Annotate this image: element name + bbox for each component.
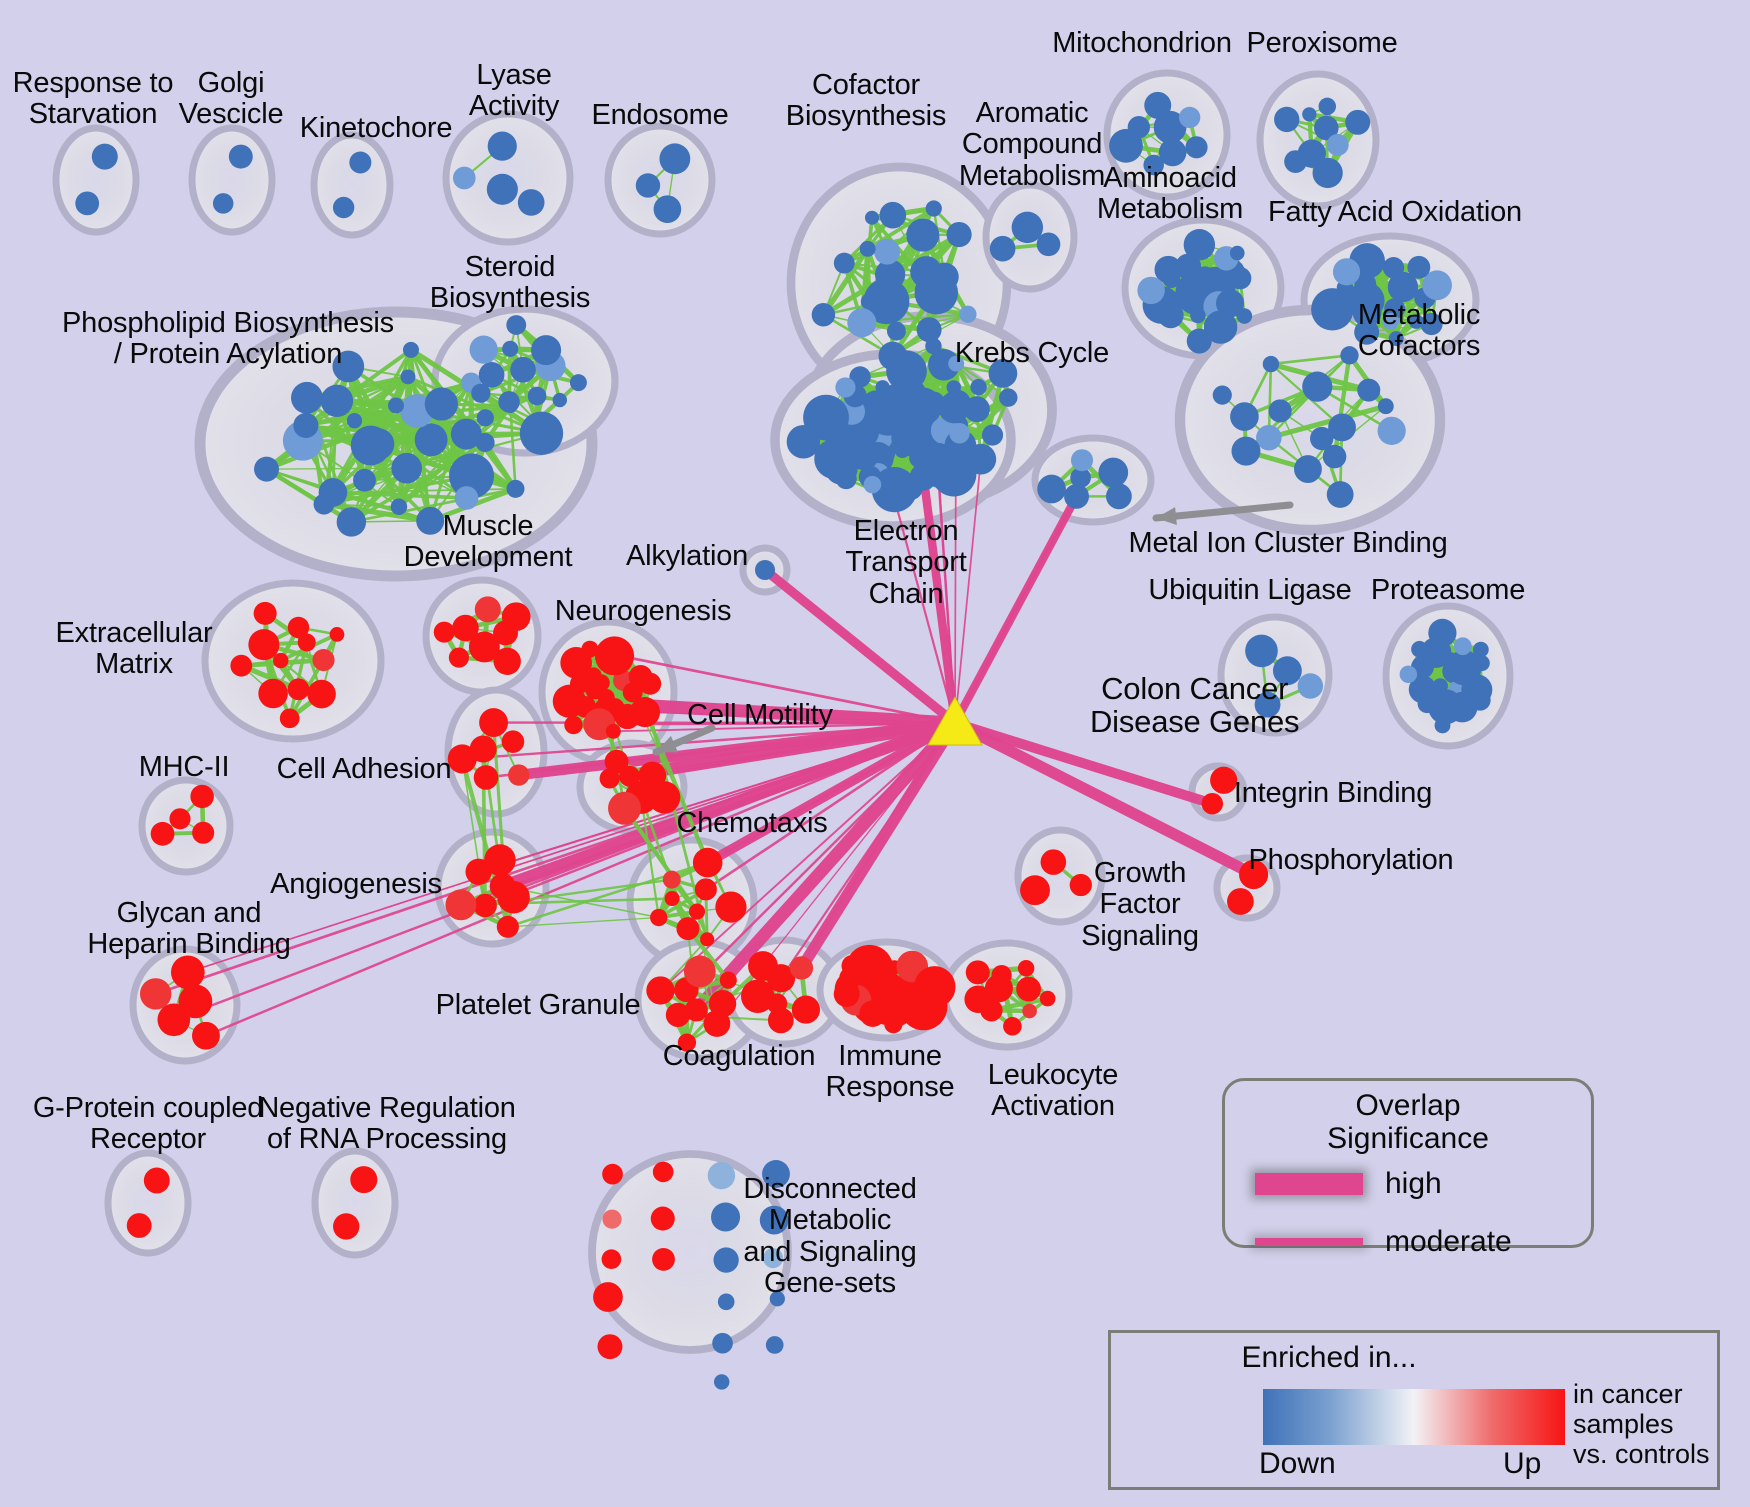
moderate-label: moderate bbox=[1385, 1225, 1512, 1258]
high-label: high bbox=[1385, 1167, 1442, 1200]
overlap-significance-title: Overlap Significance bbox=[1327, 1089, 1489, 1155]
enrichment-note-line2: samples bbox=[1573, 1409, 1674, 1440]
enrichment-side-note: in cancer samples vs. controls bbox=[1573, 1379, 1723, 1470]
enrichment-down-label: Down bbox=[1259, 1447, 1336, 1480]
significance-high-row: high bbox=[1255, 1167, 1442, 1201]
significance-moderate-row: moderate bbox=[1255, 1225, 1512, 1259]
enrichment-up-label: Up bbox=[1503, 1447, 1542, 1480]
enrichment-note-line3: vs. controls bbox=[1573, 1439, 1710, 1470]
enrichment-note-line1: in cancer bbox=[1573, 1379, 1683, 1409]
overlap-significance-legend: Overlap Significance high moderate bbox=[1222, 1078, 1594, 1258]
enrichment-color-bar bbox=[1263, 1389, 1565, 1445]
enrichment-legend: Enriched in... Down Up in cancer samples… bbox=[1108, 1330, 1720, 1490]
enrichment-title: Enriched in... bbox=[1241, 1341, 1417, 1374]
moderate-edge-swatch bbox=[1255, 1238, 1363, 1246]
high-edge-swatch bbox=[1255, 1173, 1363, 1195]
